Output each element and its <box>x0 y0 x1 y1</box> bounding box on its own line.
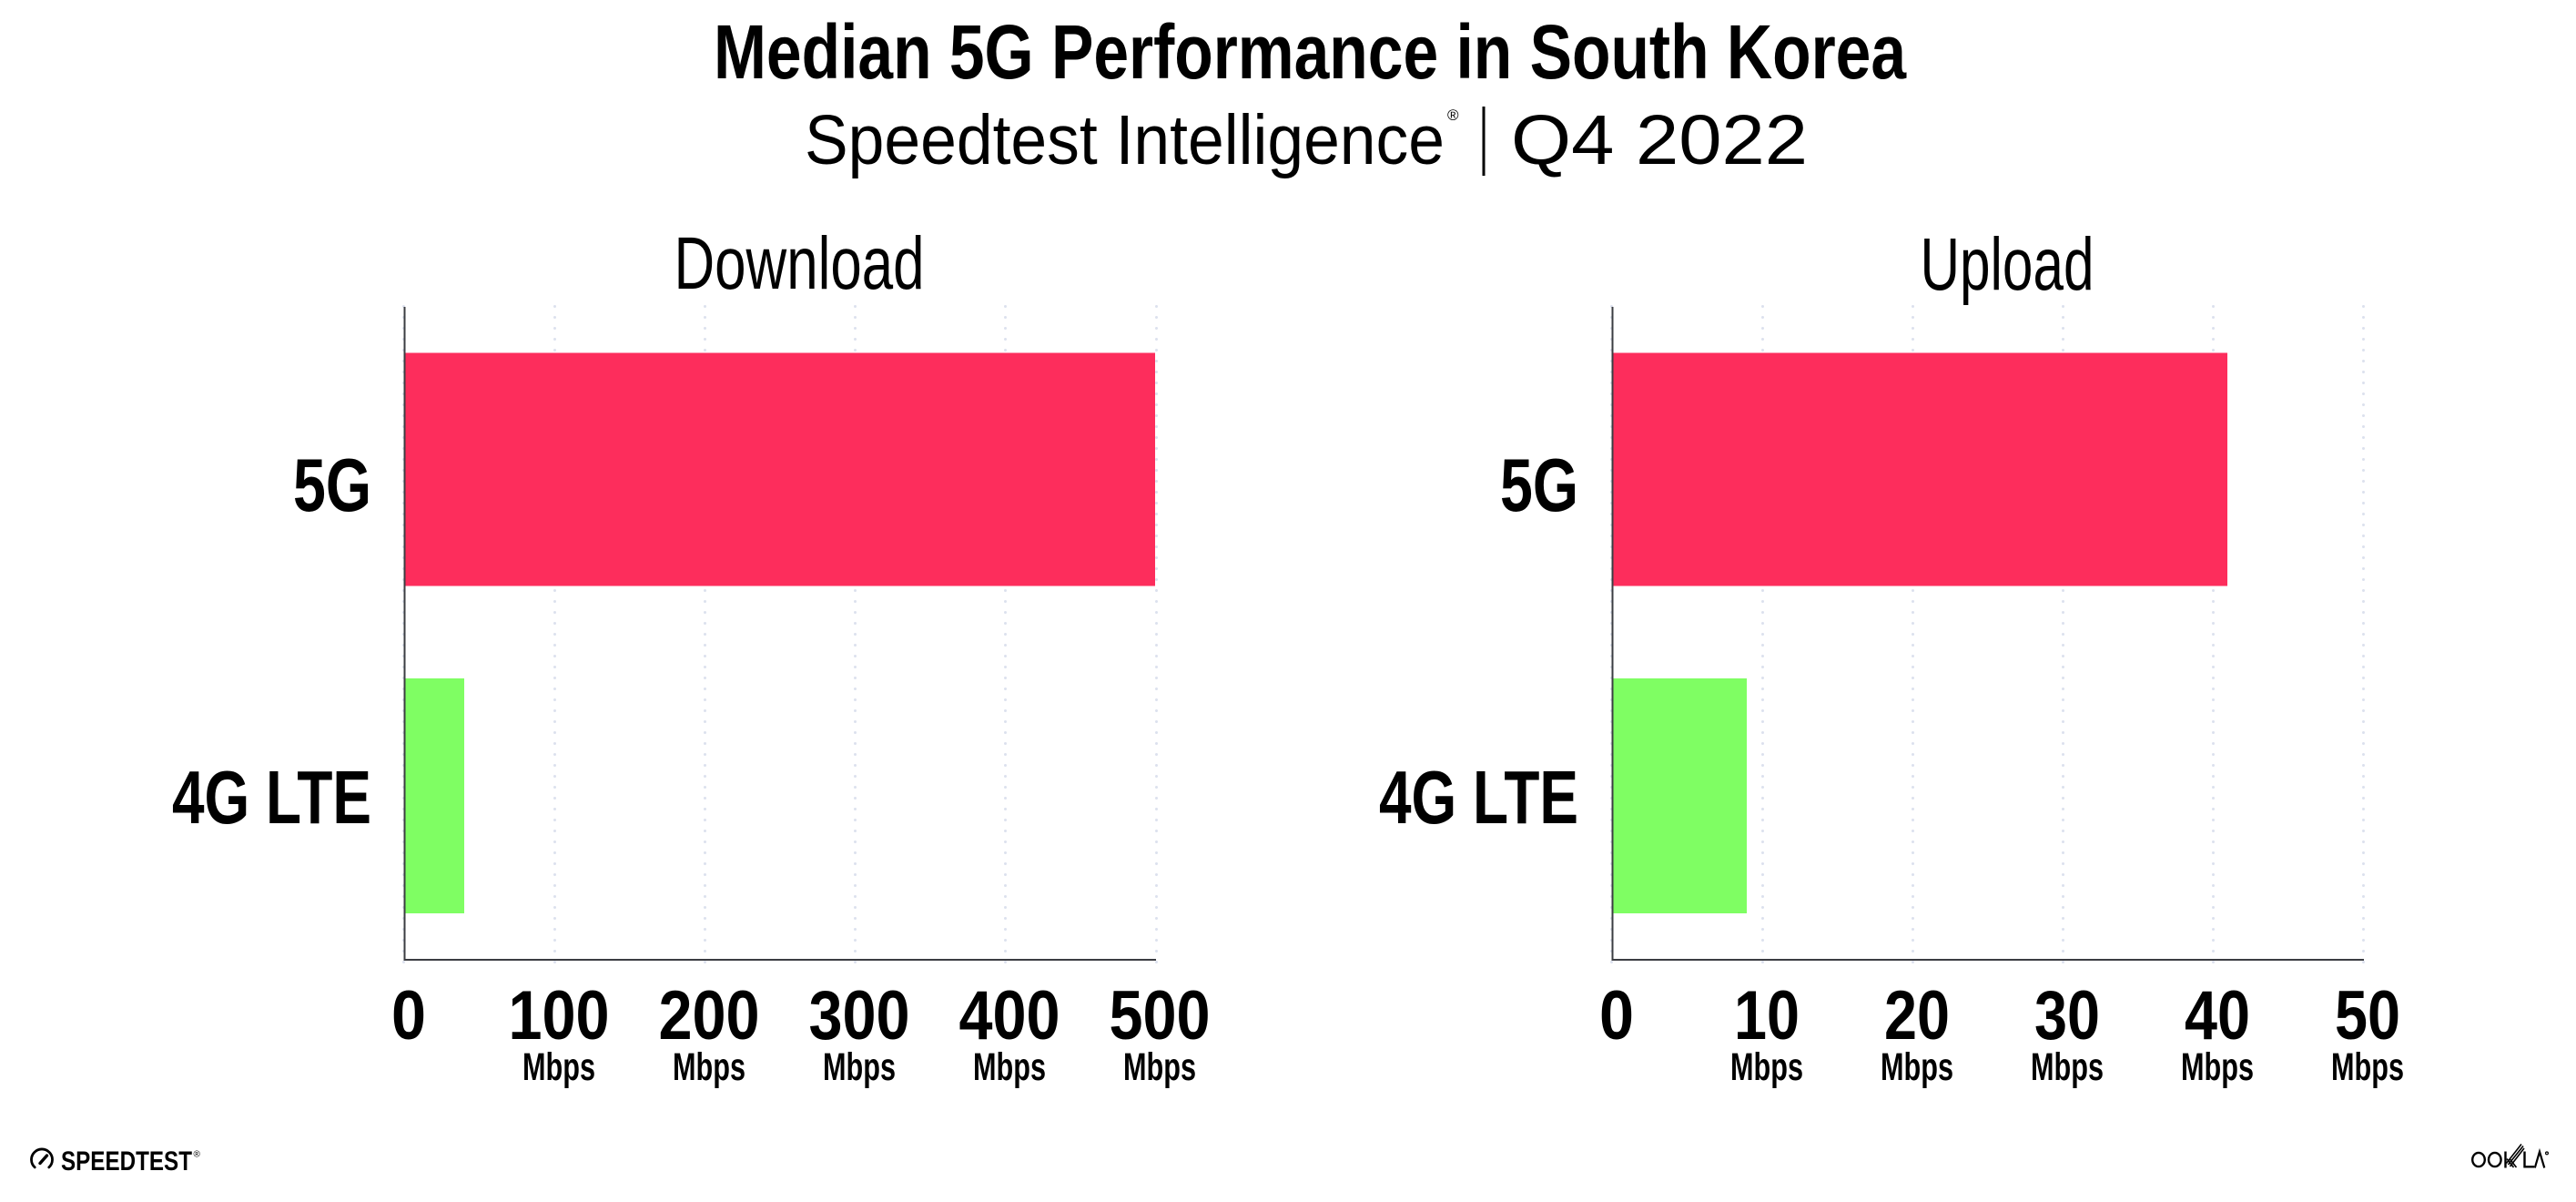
svg-text:10: 10 <box>1734 977 1800 1054</box>
svg-text:20: 20 <box>1884 977 1950 1054</box>
svg-text:100: 100 <box>509 977 610 1054</box>
svg-text:5G: 5G <box>1500 443 1578 527</box>
svg-text:30: 30 <box>2034 977 2100 1054</box>
svg-text:500: 500 <box>1110 977 1211 1054</box>
svg-text:®: ® <box>1447 107 1459 124</box>
svg-text:200: 200 <box>659 977 760 1054</box>
svg-text:50: 50 <box>2335 977 2400 1054</box>
svg-text:40: 40 <box>2185 977 2250 1054</box>
svg-text:Mbps: Mbps <box>522 1045 595 1089</box>
svg-text:®: ® <box>194 1150 201 1160</box>
svg-text:Mbps: Mbps <box>673 1045 745 1089</box>
svg-text:Mbps: Mbps <box>2181 1045 2254 1089</box>
svg-text:Mbps: Mbps <box>823 1045 896 1089</box>
svg-text:Mbps: Mbps <box>2331 1045 2404 1089</box>
svg-text:SPEEDTEST: SPEEDTEST <box>61 1146 192 1177</box>
svg-text:300: 300 <box>809 977 910 1054</box>
svg-text:5G: 5G <box>293 443 371 527</box>
svg-text:Upload: Upload <box>1921 223 2094 306</box>
svg-text:Mbps: Mbps <box>973 1045 1046 1089</box>
svg-text:Q4 2022: Q4 2022 <box>1511 101 1808 179</box>
svg-text:4G LTE: 4G LTE <box>1379 755 1578 840</box>
svg-text:4G LTE: 4G LTE <box>172 755 371 840</box>
svg-text:Mbps: Mbps <box>1730 1045 1803 1089</box>
svg-text:Mbps: Mbps <box>2031 1045 2104 1089</box>
svg-text:Mbps: Mbps <box>1123 1045 1196 1089</box>
svg-text:0: 0 <box>1599 977 1634 1054</box>
svg-text:400: 400 <box>959 977 1060 1054</box>
svg-text:Download: Download <box>674 222 925 305</box>
svg-text:Median 5G Performance in South: Median 5G Performance in South Korea <box>714 9 1907 95</box>
svg-text:0: 0 <box>391 977 426 1054</box>
svg-text:Speedtest Intelligence: Speedtest Intelligence <box>805 101 1445 179</box>
svg-text:Mbps: Mbps <box>1881 1045 1953 1089</box>
